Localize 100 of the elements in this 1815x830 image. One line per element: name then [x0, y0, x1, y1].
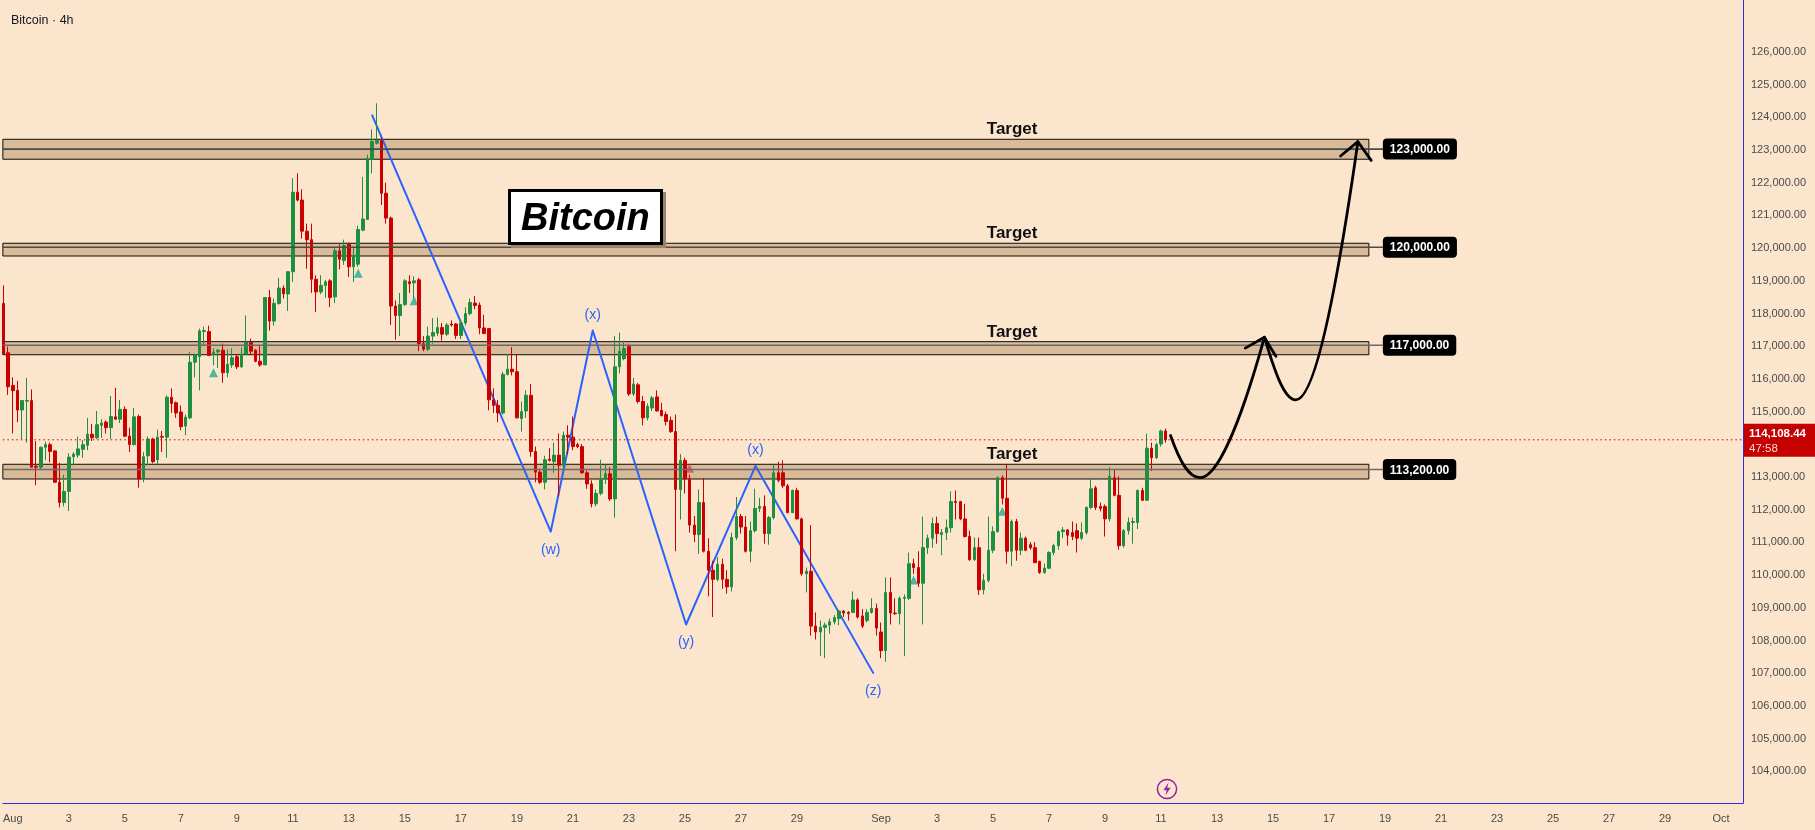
- x-tick-label: 7: [1045, 811, 1053, 824]
- candlestick: [417, 277, 421, 352]
- y-tick-label: 105,000.00: [1751, 731, 1807, 744]
- x-tick-label: 21: [1434, 811, 1448, 824]
- data-label: (y): [677, 633, 695, 650]
- y-tick-label: 111,000.00: [1751, 535, 1805, 548]
- candlestick: [445, 322, 449, 337]
- candlestick: [548, 447, 551, 463]
- candlestick: [165, 394, 169, 459]
- candlestick: [693, 515, 696, 543]
- ref-line-label: 114,108.44: [1749, 426, 1807, 439]
- x-tick-label: 23: [622, 811, 636, 824]
- band-label: Target: [986, 223, 1038, 243]
- candlestick: [912, 558, 915, 575]
- candlestick: [613, 335, 617, 519]
- candlestick: [791, 488, 794, 514]
- band-label: Target: [986, 321, 1038, 341]
- x-tick-label: Oct: [1712, 811, 1730, 824]
- candlestick: [235, 353, 239, 370]
- y-tick-label: 110,000.00: [1751, 568, 1806, 581]
- candlestick: [847, 610, 850, 622]
- candlestick: [917, 550, 920, 588]
- candlestick: [898, 595, 901, 625]
- data-label: (z): [865, 681, 882, 698]
- x-tick-label: 5: [121, 811, 128, 824]
- candlestick: [1141, 487, 1144, 502]
- x-tick-label: 25: [678, 811, 692, 824]
- candlestick: [114, 387, 117, 421]
- y-tick-label: 109,000.00: [1751, 600, 1807, 613]
- y-tick-label: 118,000.00: [1751, 306, 1806, 319]
- x-tick-label: 5: [989, 811, 997, 824]
- x-tick-label: 19: [510, 811, 524, 824]
- candlestick: [861, 608, 864, 629]
- candlestick: [977, 537, 981, 596]
- candlestick: [655, 389, 659, 413]
- x-tick-label: 11: [1155, 811, 1167, 824]
- candlestick: [132, 407, 136, 446]
- candlestick: [39, 446, 43, 471]
- candlestick: [1015, 518, 1018, 562]
- candlestick: [1108, 466, 1111, 522]
- candlestick: [1066, 528, 1069, 547]
- candlestick: [562, 431, 565, 472]
- candlestick: [837, 609, 841, 626]
- candlestick: [552, 442, 556, 474]
- candlestick: [156, 429, 159, 465]
- candlestick: [954, 489, 957, 521]
- candlestick: [809, 524, 813, 637]
- candlestick: [842, 609, 845, 618]
- candlestick: [347, 242, 351, 278]
- candlestick: [142, 451, 145, 483]
- candlestick: [1094, 485, 1097, 511]
- y-tick-label: 117,000.00: [1751, 339, 1806, 352]
- data-label: (x): [747, 440, 764, 457]
- candlestick: [679, 453, 682, 521]
- x-tick-label: 15: [398, 811, 411, 824]
- x-tick-label: 29: [790, 811, 804, 824]
- x-tick-label: 9: [1101, 811, 1109, 824]
- y-tick-label: 124,000.00: [1751, 110, 1807, 123]
- x-tick-label: 29: [1658, 811, 1672, 824]
- ref-line-label: 117,000.00: [1389, 338, 1450, 353]
- candlestick: [823, 622, 827, 659]
- y-tick-label: 125,000.00: [1751, 77, 1807, 90]
- x-tick-label: 19: [1378, 811, 1392, 824]
- x-tick-label: 13: [1210, 811, 1224, 824]
- candlestick: [333, 247, 337, 304]
- x-tick-label: Sep: [871, 811, 891, 824]
- y-tick-label: 113,000.00: [1751, 470, 1806, 483]
- y-tick-label: 112,000.00: [1751, 502, 1806, 515]
- x-tick-label: 27: [734, 811, 748, 824]
- x-tick-label: 17: [1322, 811, 1336, 824]
- candlestick: [1010, 519, 1013, 567]
- y-tick-label: 123,000.00: [1751, 143, 1807, 156]
- x-tick-label: 3: [65, 811, 72, 824]
- candlestick: [1150, 442, 1153, 472]
- candlestick: [1075, 522, 1079, 554]
- candlestick: [1103, 503, 1107, 538]
- y-tick-label: 126,000.00: [1751, 45, 1807, 57]
- candlestick: [543, 455, 547, 490]
- candlestick: [268, 289, 271, 332]
- band-label: Target: [986, 444, 1038, 464]
- candlestick: [735, 496, 738, 541]
- candlestick: [921, 516, 925, 625]
- candlestick: [627, 343, 631, 397]
- candlestick: [702, 477, 705, 554]
- candlestick: [258, 345, 262, 368]
- y-tick-label: 120,000.00: [1751, 241, 1807, 254]
- candlestick: [1145, 433, 1149, 502]
- candlestick: [851, 590, 855, 614]
- y-tick-label: 119,000.00: [1751, 273, 1806, 286]
- candlestick: [207, 325, 211, 356]
- candlestick: [805, 567, 808, 593]
- candlestick: [1080, 521, 1083, 541]
- x-tick-label: Aug: [3, 811, 23, 824]
- candlestick: [1024, 536, 1027, 552]
- y-tick-label: 121,000.00: [1751, 208, 1807, 221]
- ref-line-label: 120,000.00: [1389, 240, 1451, 255]
- y-tick-label: 122,000.00: [1751, 175, 1807, 188]
- candlestick: [221, 343, 225, 384]
- band-label: Target: [986, 119, 1038, 139]
- candlestick: [982, 573, 985, 595]
